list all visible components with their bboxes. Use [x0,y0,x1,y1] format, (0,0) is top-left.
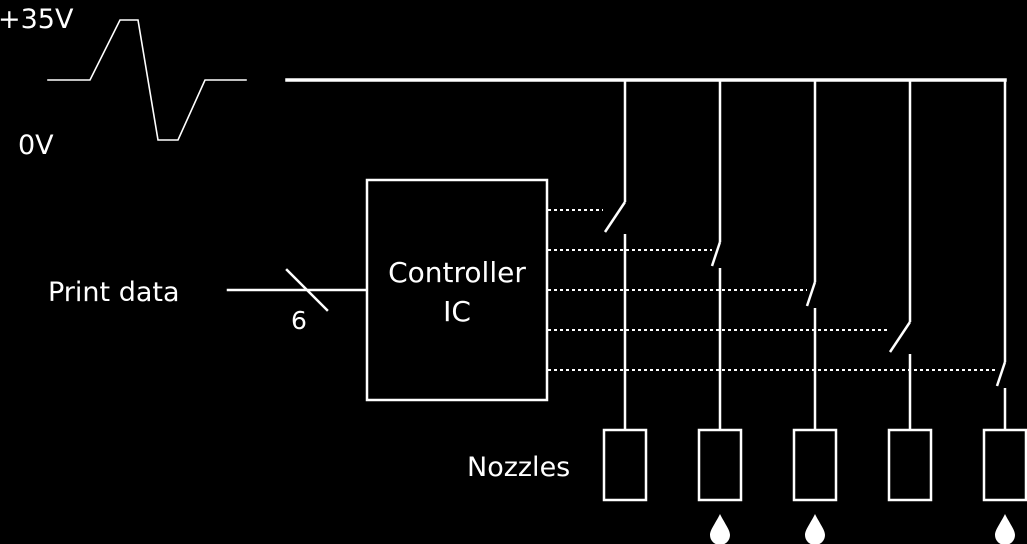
switch-1-blade [603,201,627,233]
switch-5-channel [548,80,1027,502]
nozzle-2 [697,428,743,502]
bus-slash [285,268,329,312]
ink-droplet-2 [710,514,730,544]
controller-label-line2: IC [443,295,471,328]
switch-2-blade [710,241,722,267]
nozzle-5 [982,428,1027,502]
nozzles-label: Nozzles [467,452,570,483]
controller-ic-box [365,178,549,402]
ink-droplet-5 [995,514,1015,544]
voltage-low-label: 0V [18,130,54,161]
switch-2-channel [548,80,743,502]
drive-waveform [47,19,247,141]
switch-5-blade [995,361,1007,387]
switch-1-channel [548,80,648,502]
bus-width-label: 6 [291,306,307,335]
switch-3-channel [548,80,838,502]
nozzle-3 [792,428,838,502]
print-data-label: Print data [48,277,180,308]
ink-droplet-3 [805,514,825,544]
switch-3-blade [805,281,817,307]
switch-4-channel [548,80,933,502]
switch-4-blade [888,321,912,353]
nozzle-1 [602,428,648,502]
voltage-high-label: +35V [0,4,74,35]
controller-label-line1: Controller [388,256,526,289]
nozzle-4 [887,428,933,502]
